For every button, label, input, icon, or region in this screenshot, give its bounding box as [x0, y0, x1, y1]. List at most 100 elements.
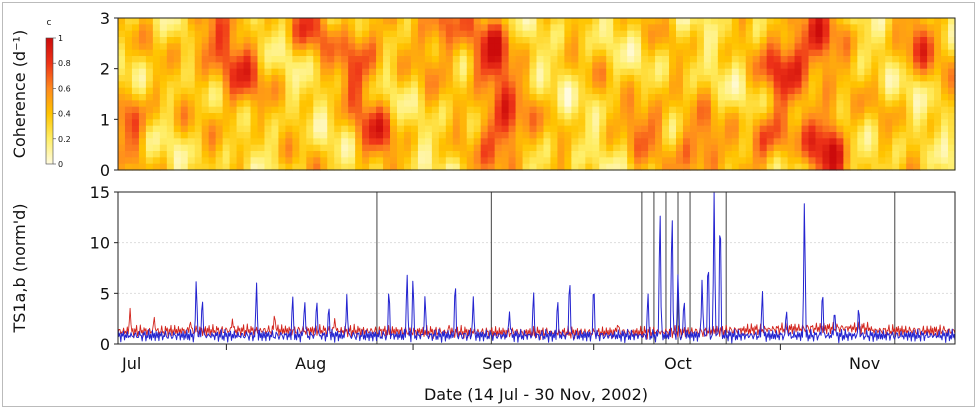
heatmap-cell [180, 24, 189, 32]
heatmap-cell [438, 24, 447, 32]
heatmap-cell [794, 81, 803, 89]
heatmap-cell [166, 125, 175, 133]
heatmap-cell [208, 43, 217, 51]
heatmap-cell [773, 30, 782, 38]
heatmap-cell [780, 138, 789, 146]
heatmap-cell [431, 56, 440, 63]
heatmap-cell [543, 87, 552, 95]
heatmap-cell [403, 49, 412, 57]
time-series-y-tick-label: 15 [90, 183, 110, 202]
heatmap-cell [850, 157, 858, 165]
heatmap-cell [131, 75, 140, 82]
heatmap-cell [627, 37, 635, 44]
heatmap-cell [445, 94, 454, 101]
heatmap-cell [766, 75, 775, 82]
heatmap-cell [634, 132, 642, 139]
heatmap-cell [627, 100, 635, 108]
heatmap-cell [271, 125, 280, 133]
heatmap-cell [187, 157, 196, 165]
heatmap-cell [892, 163, 900, 171]
heatmap-cell [257, 157, 266, 165]
heatmap-cell [194, 49, 203, 57]
heatmap-cell [166, 87, 175, 95]
heatmap-cell [173, 18, 182, 25]
heatmap-cell [173, 56, 182, 63]
heatmap-cell [794, 94, 803, 101]
heatmap-cell [278, 56, 286, 63]
heatmap-cell [948, 62, 956, 70]
heatmap-cell [808, 119, 817, 127]
heatmap-cell [850, 37, 858, 44]
heatmap-cell [397, 56, 405, 63]
heatmap-cell [452, 75, 461, 82]
heatmap-cell [257, 18, 266, 25]
heatmap-cell [397, 144, 405, 152]
heatmap-cell [313, 163, 321, 171]
heatmap-cell [173, 157, 182, 165]
heatmap-cell [431, 151, 440, 158]
heatmap-cell [843, 81, 851, 89]
heatmap-cell [773, 106, 782, 114]
heatmap-cell [634, 151, 642, 158]
heatmap-cell [550, 81, 559, 89]
heatmap-cell [941, 87, 949, 95]
heatmap-cell [348, 151, 356, 158]
heatmap-cell [773, 18, 782, 25]
heatmap-cell [459, 43, 468, 51]
heatmap-cell [759, 106, 768, 114]
heatmap-cell [536, 81, 545, 89]
heatmap-cell [194, 37, 203, 44]
heatmap-cell [285, 37, 293, 44]
heatmap-cell [452, 68, 461, 76]
heatmap-cell [780, 75, 789, 82]
heatmap-cell [285, 18, 293, 25]
heatmap-cell [159, 43, 168, 51]
heatmap-cell [327, 18, 335, 25]
heatmap-cell [187, 43, 196, 51]
heatmap-cell [627, 43, 635, 51]
heatmap-cell [236, 163, 245, 171]
heatmap-cell [529, 144, 538, 152]
heatmap-cell [201, 132, 210, 139]
heatmap-cell [417, 113, 426, 120]
colorbar-tick-label: 0.4 [58, 110, 71, 119]
heatmap-cell [745, 81, 754, 89]
heatmap-cell [131, 87, 140, 95]
heatmap-cell [906, 144, 914, 152]
heatmap-cell [773, 119, 782, 127]
heatmap-cell [285, 106, 293, 114]
heatmap-cell [787, 43, 796, 51]
heatmap-cell [501, 87, 510, 95]
heatmap-cell [815, 125, 824, 133]
heatmap-cell [264, 56, 273, 63]
heatmap-cell [445, 132, 454, 139]
heatmap-cell [236, 81, 245, 89]
heatmap-cell [641, 125, 649, 133]
heatmap-cell [941, 157, 949, 165]
heatmap-cell [620, 132, 628, 139]
heatmap-cell [878, 125, 886, 133]
heatmap-cell [724, 87, 733, 95]
heatmap-cell [334, 87, 342, 95]
heatmap-cell [578, 144, 586, 152]
heatmap-cell [948, 138, 956, 146]
heatmap-cell [662, 43, 670, 51]
heatmap-cell [620, 151, 628, 158]
heatmap-cell [585, 138, 593, 146]
heatmap-cell [759, 151, 768, 158]
heatmap-cell [403, 56, 412, 63]
heatmap-cell [250, 81, 259, 89]
heatmap-cell [271, 81, 280, 89]
heatmap-cell [822, 144, 831, 152]
heatmap-cell [752, 106, 761, 114]
heatmap-cell [138, 49, 147, 57]
heatmap-cell [822, 132, 831, 139]
heatmap-cell [913, 87, 921, 95]
heatmap-cell [948, 151, 956, 158]
heatmap-cell [920, 43, 928, 51]
heatmap-cell [822, 157, 831, 165]
heatmap-cell [773, 49, 782, 57]
heatmap-cell [494, 68, 503, 76]
heatmap-cell [452, 94, 461, 101]
heatmap-cell [124, 87, 133, 95]
